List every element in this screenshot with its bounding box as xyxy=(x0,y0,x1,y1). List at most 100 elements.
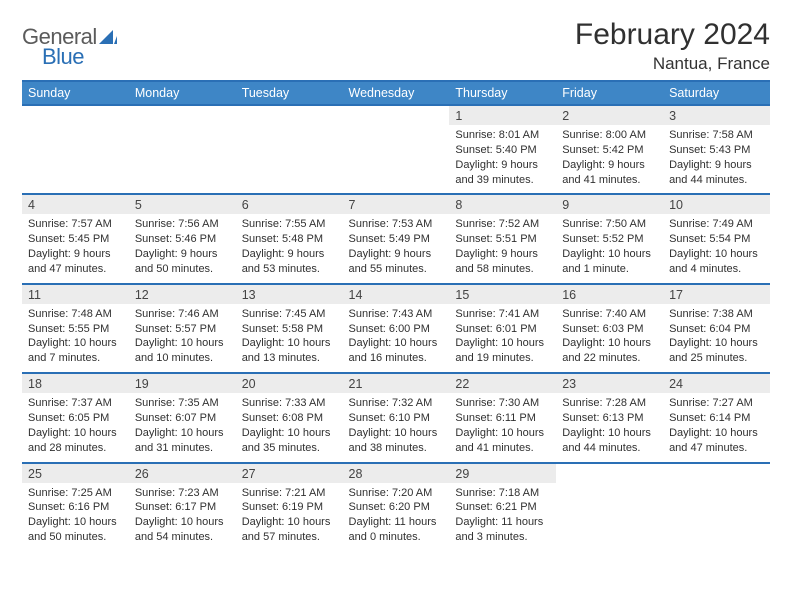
week-number-row: 18192021222324 xyxy=(22,373,770,393)
week-info-row: Sunrise: 7:25 AMSunset: 6:16 PMDaylight:… xyxy=(22,483,770,551)
sunrise-line: Sunrise: 7:40 AM xyxy=(562,307,657,322)
daylight-line: Daylight: 10 hours and 16 minutes. xyxy=(349,336,444,366)
day-info-cell: Sunrise: 7:55 AMSunset: 5:48 PMDaylight:… xyxy=(236,214,343,283)
page-header: General Blue February 2024 Nantua, Franc… xyxy=(22,18,770,74)
day-info-cell: Sunrise: 7:52 AMSunset: 5:51 PMDaylight:… xyxy=(449,214,556,283)
daylight-line: Daylight: 10 hours and 38 minutes. xyxy=(349,426,444,456)
day-number-cell: 11 xyxy=(22,284,129,304)
daylight-line: Daylight: 10 hours and 22 minutes. xyxy=(562,336,657,366)
sunset-line: Sunset: 6:04 PM xyxy=(669,322,764,337)
day-info-cell: Sunrise: 7:56 AMSunset: 5:46 PMDaylight:… xyxy=(129,214,236,283)
sunset-line: Sunset: 5:43 PM xyxy=(669,143,764,158)
sunrise-line: Sunrise: 7:33 AM xyxy=(242,396,337,411)
day-number-cell: 16 xyxy=(556,284,663,304)
sunset-line: Sunset: 6:21 PM xyxy=(455,500,550,515)
sunset-line: Sunset: 6:17 PM xyxy=(135,500,230,515)
day-number-cell: 29 xyxy=(449,463,556,483)
blank-cell xyxy=(556,483,663,551)
day-info-cell: Sunrise: 7:30 AMSunset: 6:11 PMDaylight:… xyxy=(449,393,556,462)
day-number-cell: 3 xyxy=(663,105,770,125)
day-number-cell: 23 xyxy=(556,373,663,393)
weekday-header: Friday xyxy=(556,81,663,105)
sunset-line: Sunset: 5:51 PM xyxy=(455,232,550,247)
daylight-line: Daylight: 9 hours and 55 minutes. xyxy=(349,247,444,277)
day-number-cell: 20 xyxy=(236,373,343,393)
month-title: February 2024 xyxy=(575,18,770,52)
title-block: February 2024 Nantua, France xyxy=(575,18,770,74)
sunset-line: Sunset: 6:01 PM xyxy=(455,322,550,337)
daylight-line: Daylight: 9 hours and 53 minutes. xyxy=(242,247,337,277)
sunrise-line: Sunrise: 7:50 AM xyxy=(562,217,657,232)
weekday-header: Sunday xyxy=(22,81,129,105)
sunset-line: Sunset: 6:03 PM xyxy=(562,322,657,337)
sunrise-line: Sunrise: 7:55 AM xyxy=(242,217,337,232)
sunset-line: Sunset: 6:19 PM xyxy=(242,500,337,515)
day-number-cell: 7 xyxy=(343,194,450,214)
day-info-cell: Sunrise: 7:23 AMSunset: 6:17 PMDaylight:… xyxy=(129,483,236,551)
daylight-line: Daylight: 10 hours and 25 minutes. xyxy=(669,336,764,366)
sunrise-line: Sunrise: 7:35 AM xyxy=(135,396,230,411)
daylight-line: Daylight: 10 hours and 35 minutes. xyxy=(242,426,337,456)
day-number-cell: 25 xyxy=(22,463,129,483)
sunset-line: Sunset: 5:48 PM xyxy=(242,232,337,247)
sunrise-line: Sunrise: 7:49 AM xyxy=(669,217,764,232)
week-info-row: Sunrise: 8:01 AMSunset: 5:40 PMDaylight:… xyxy=(22,125,770,194)
day-info-cell: Sunrise: 7:37 AMSunset: 6:05 PMDaylight:… xyxy=(22,393,129,462)
blank-cell xyxy=(129,125,236,194)
sunrise-line: Sunrise: 7:18 AM xyxy=(455,486,550,501)
daylight-line: Daylight: 10 hours and 28 minutes. xyxy=(28,426,123,456)
logo-text: General Blue xyxy=(22,24,117,70)
brand-logo: General Blue xyxy=(22,18,117,70)
sunset-line: Sunset: 5:52 PM xyxy=(562,232,657,247)
weekday-header: Tuesday xyxy=(236,81,343,105)
sunset-line: Sunset: 6:08 PM xyxy=(242,411,337,426)
sunrise-line: Sunrise: 8:01 AM xyxy=(455,128,550,143)
day-info-cell: Sunrise: 7:49 AMSunset: 5:54 PMDaylight:… xyxy=(663,214,770,283)
sunrise-line: Sunrise: 7:46 AM xyxy=(135,307,230,322)
sunset-line: Sunset: 6:05 PM xyxy=(28,411,123,426)
day-number-cell: 17 xyxy=(663,284,770,304)
sunset-line: Sunset: 5:58 PM xyxy=(242,322,337,337)
blank-cell xyxy=(663,483,770,551)
daylight-line: Daylight: 11 hours and 0 minutes. xyxy=(349,515,444,545)
sunset-line: Sunset: 6:11 PM xyxy=(455,411,550,426)
sunset-line: Sunset: 5:54 PM xyxy=(669,232,764,247)
day-number-cell: 4 xyxy=(22,194,129,214)
sunset-line: Sunset: 6:00 PM xyxy=(349,322,444,337)
day-number-cell: 15 xyxy=(449,284,556,304)
day-info-cell: Sunrise: 8:01 AMSunset: 5:40 PMDaylight:… xyxy=(449,125,556,194)
daylight-line: Daylight: 9 hours and 58 minutes. xyxy=(455,247,550,277)
sunrise-line: Sunrise: 7:45 AM xyxy=(242,307,337,322)
sunset-line: Sunset: 5:40 PM xyxy=(455,143,550,158)
week-number-row: 2526272829 xyxy=(22,463,770,483)
day-info-cell: Sunrise: 8:00 AMSunset: 5:42 PMDaylight:… xyxy=(556,125,663,194)
day-info-cell: Sunrise: 7:21 AMSunset: 6:19 PMDaylight:… xyxy=(236,483,343,551)
daylight-line: Daylight: 10 hours and 47 minutes. xyxy=(669,426,764,456)
sunset-line: Sunset: 5:55 PM xyxy=(28,322,123,337)
weekday-header: Monday xyxy=(129,81,236,105)
sunrise-line: Sunrise: 8:00 AM xyxy=(562,128,657,143)
daylight-line: Daylight: 9 hours and 39 minutes. xyxy=(455,158,550,188)
weekday-header: Thursday xyxy=(449,81,556,105)
sunrise-line: Sunrise: 7:21 AM xyxy=(242,486,337,501)
day-info-cell: Sunrise: 7:35 AMSunset: 6:07 PMDaylight:… xyxy=(129,393,236,462)
daylight-line: Daylight: 10 hours and 41 minutes. xyxy=(455,426,550,456)
day-number-cell: 5 xyxy=(129,194,236,214)
day-number-cell: 6 xyxy=(236,194,343,214)
sunrise-line: Sunrise: 7:23 AM xyxy=(135,486,230,501)
daylight-line: Daylight: 10 hours and 19 minutes. xyxy=(455,336,550,366)
week-info-row: Sunrise: 7:48 AMSunset: 5:55 PMDaylight:… xyxy=(22,304,770,373)
day-number-cell: 22 xyxy=(449,373,556,393)
day-info-cell: Sunrise: 7:28 AMSunset: 6:13 PMDaylight:… xyxy=(556,393,663,462)
day-info-cell: Sunrise: 7:32 AMSunset: 6:10 PMDaylight:… xyxy=(343,393,450,462)
daylight-line: Daylight: 9 hours and 50 minutes. xyxy=(135,247,230,277)
sunrise-line: Sunrise: 7:41 AM xyxy=(455,307,550,322)
day-info-cell: Sunrise: 7:50 AMSunset: 5:52 PMDaylight:… xyxy=(556,214,663,283)
daylight-line: Daylight: 11 hours and 3 minutes. xyxy=(455,515,550,545)
daylight-line: Daylight: 10 hours and 13 minutes. xyxy=(242,336,337,366)
day-number-cell: 13 xyxy=(236,284,343,304)
day-number-cell: 27 xyxy=(236,463,343,483)
daylight-line: Daylight: 10 hours and 31 minutes. xyxy=(135,426,230,456)
week-info-row: Sunrise: 7:37 AMSunset: 6:05 PMDaylight:… xyxy=(22,393,770,462)
sunrise-line: Sunrise: 7:43 AM xyxy=(349,307,444,322)
